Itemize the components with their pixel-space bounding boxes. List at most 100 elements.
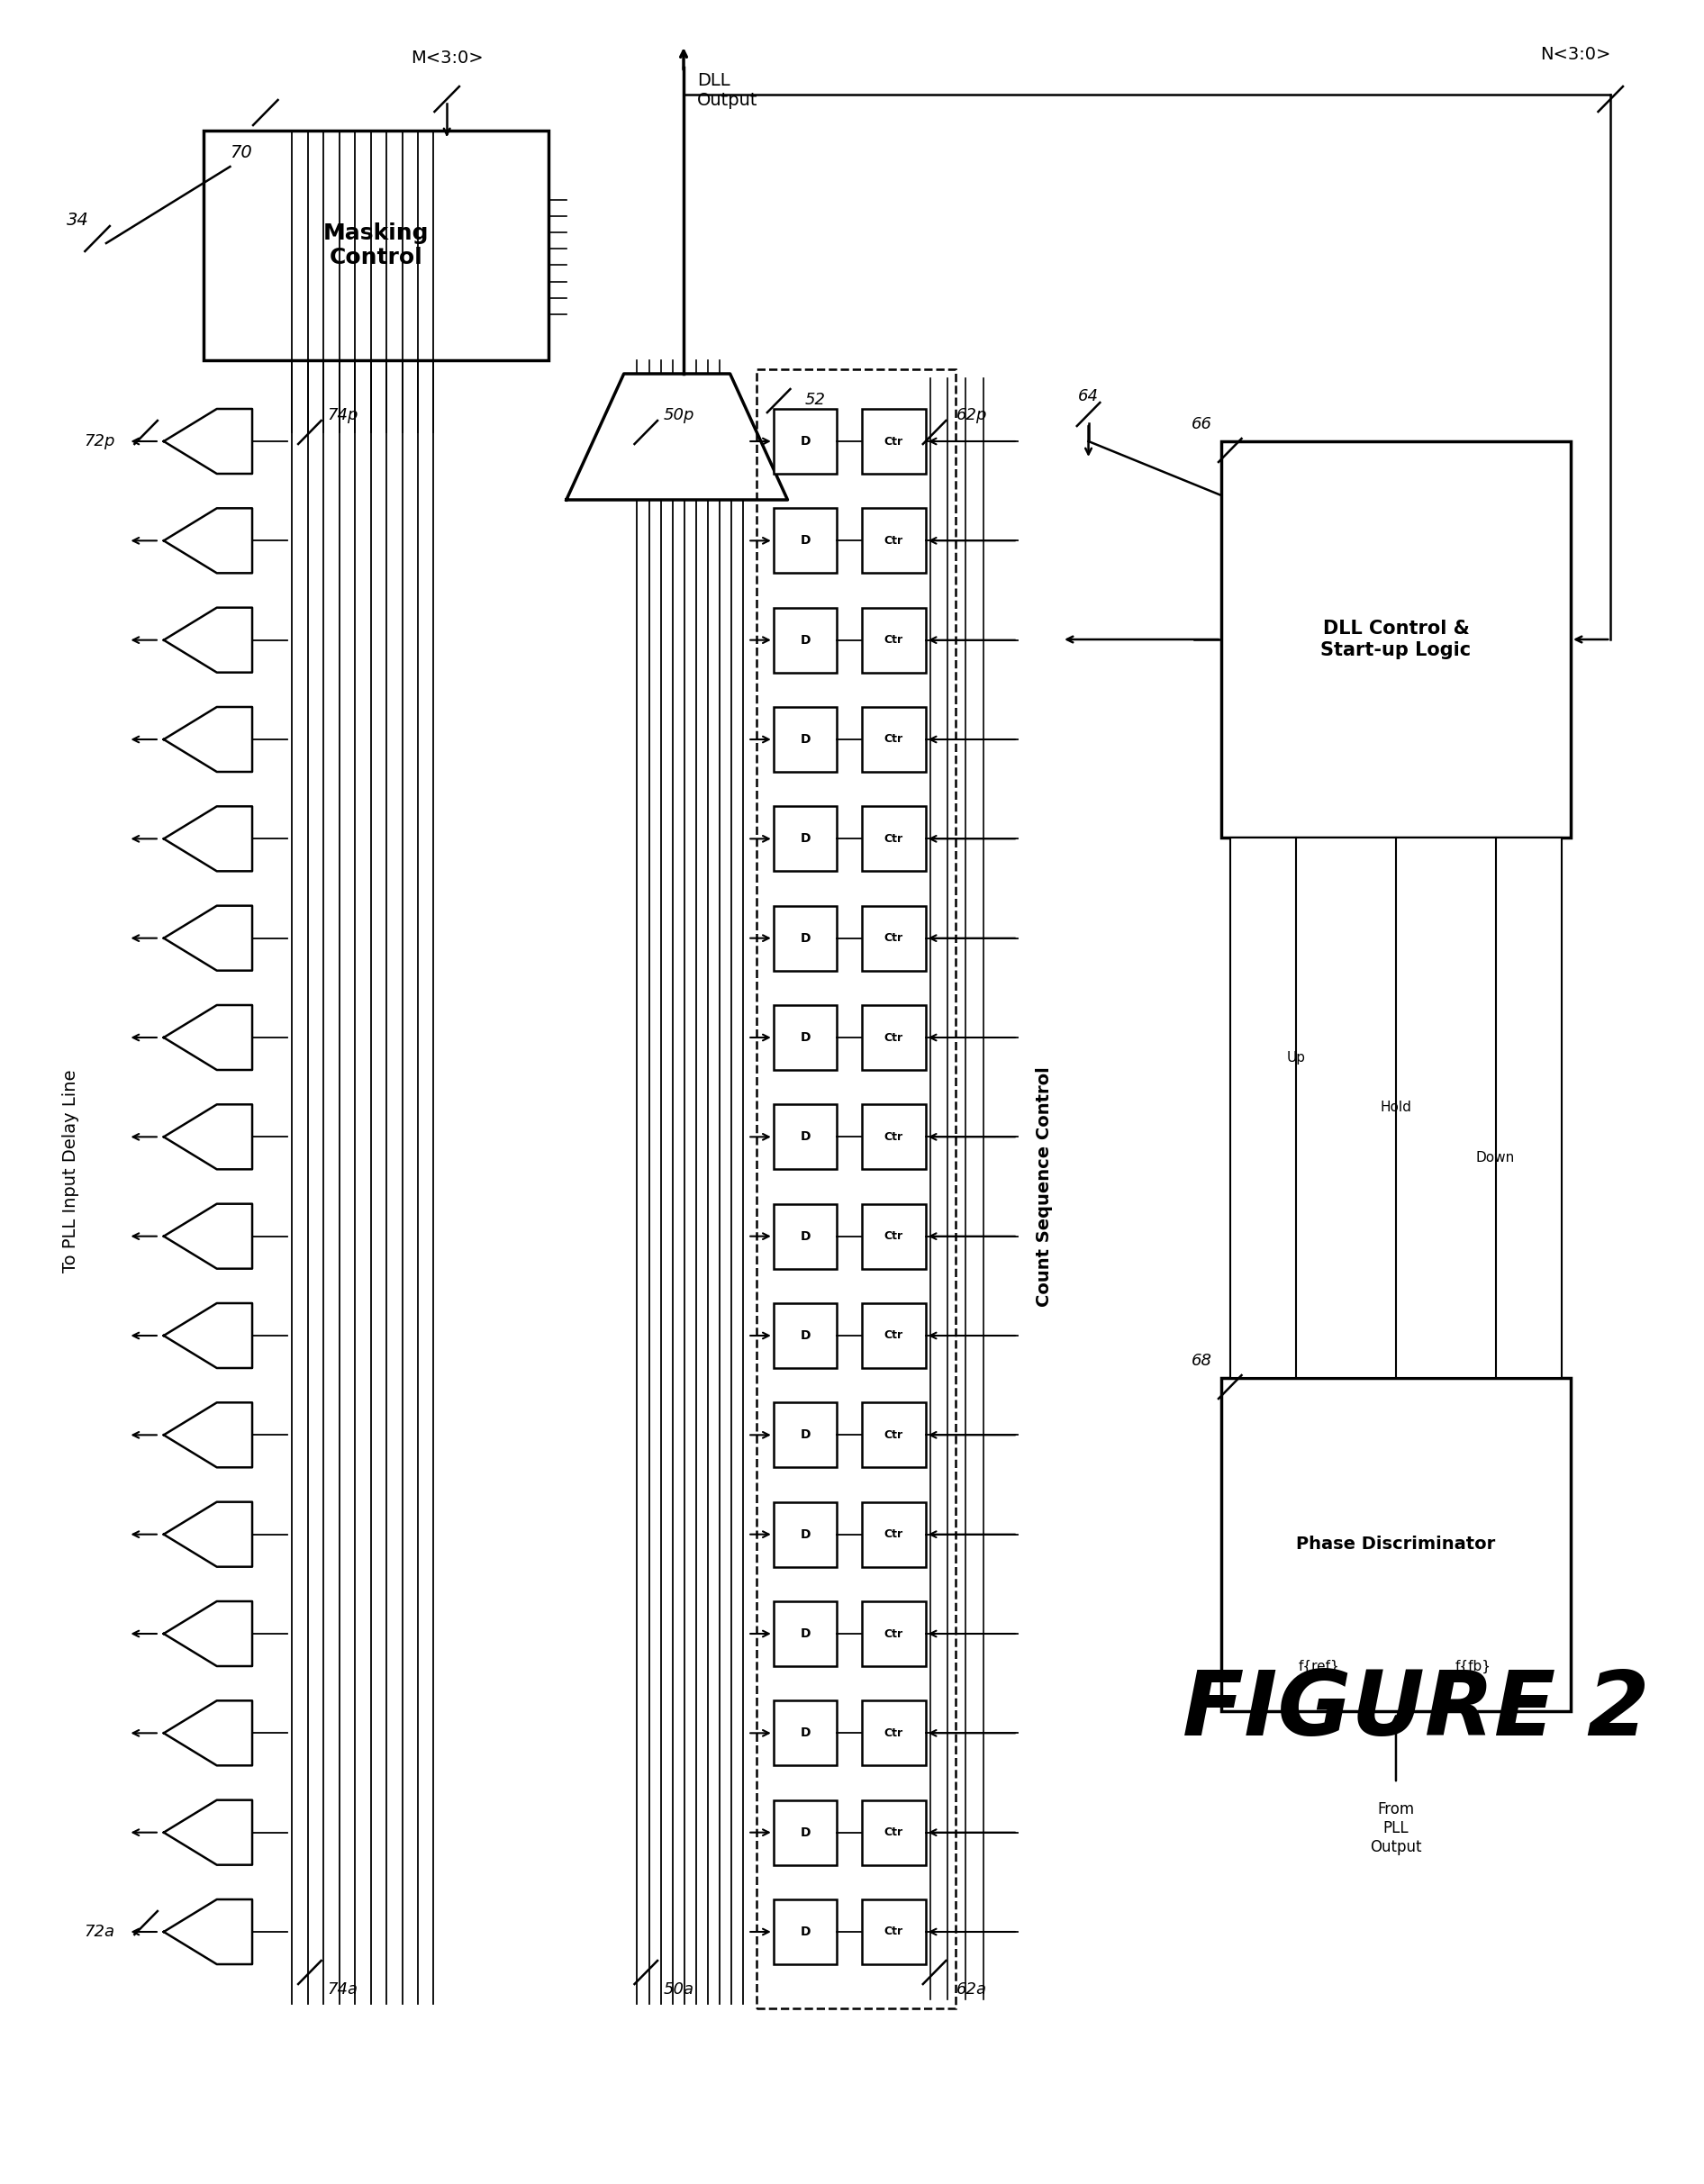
Bar [774, 1304, 837, 1367]
Text: D: D [801, 535, 811, 546]
Polygon shape [164, 1203, 252, 1269]
Polygon shape [164, 1701, 252, 1765]
Polygon shape [566, 373, 787, 500]
Polygon shape [164, 509, 252, 572]
Text: Ctr: Ctr [884, 535, 903, 546]
Text: Ctr: Ctr [884, 1728, 903, 1738]
Text: 74p: 74p [327, 406, 358, 424]
Text: Count Sequence Control: Count Sequence Control [1036, 1066, 1053, 1306]
Polygon shape [164, 806, 252, 871]
Bar [862, 1402, 925, 1468]
Text: Ctr: Ctr [884, 1529, 903, 1540]
Text: 68: 68 [1191, 1352, 1212, 1369]
Text: Ctr: Ctr [884, 734, 903, 745]
Text: 70: 70 [230, 144, 252, 162]
Text: Ctr: Ctr [884, 1826, 903, 1839]
Text: M<3:0>: M<3:0> [411, 50, 484, 68]
Text: Ctr: Ctr [884, 1031, 903, 1044]
Text: From
PLL
Output: From PLL Output [1370, 1802, 1421, 1854]
Polygon shape [164, 607, 252, 673]
Bar [757, 369, 956, 2009]
Bar [774, 509, 837, 572]
Text: Down: Down [1476, 1151, 1515, 1164]
Bar [1222, 1378, 1571, 1712]
Text: D: D [801, 1529, 811, 1540]
Bar [774, 1402, 837, 1468]
Bar [774, 1203, 837, 1269]
Bar [774, 607, 837, 673]
Text: D: D [801, 1031, 811, 1044]
Text: D: D [801, 734, 811, 745]
Bar [862, 408, 925, 474]
Bar [862, 1601, 925, 1666]
Text: Ctr: Ctr [884, 832, 903, 845]
Text: D: D [801, 1627, 811, 1640]
Text: D: D [801, 832, 811, 845]
Text: 50p: 50p [663, 406, 695, 424]
Bar [862, 607, 925, 673]
Polygon shape [164, 906, 252, 970]
Polygon shape [164, 1005, 252, 1070]
Text: Ctr: Ctr [884, 435, 903, 448]
Polygon shape [164, 1601, 252, 1666]
Text: 72a: 72a [85, 1924, 116, 1939]
Bar [862, 1900, 925, 1963]
Text: D: D [801, 1131, 811, 1142]
Text: D: D [801, 1330, 811, 1341]
Bar [862, 906, 925, 970]
Text: Ctr: Ctr [884, 933, 903, 943]
Polygon shape [164, 708, 252, 771]
Bar [774, 708, 837, 771]
Bar [862, 1005, 925, 1070]
Bar [862, 806, 925, 871]
Text: f{fb}: f{fb} [1455, 1660, 1491, 1673]
Text: Ctr: Ctr [884, 1428, 903, 1441]
Polygon shape [164, 1304, 252, 1367]
Text: Hold: Hold [1380, 1101, 1411, 1114]
Text: D: D [801, 933, 811, 943]
Text: D: D [801, 1230, 811, 1243]
Bar [774, 1503, 837, 1566]
Polygon shape [164, 408, 252, 474]
Text: D: D [801, 633, 811, 646]
Bar [862, 1701, 925, 1765]
Bar [774, 1900, 837, 1963]
Text: DLL Control &
Start-up Logic: DLL Control & Start-up Logic [1321, 620, 1471, 660]
Text: D: D [801, 1826, 811, 1839]
Text: 64: 64 [1079, 389, 1099, 404]
Text: Phase Discriminator: Phase Discriminator [1297, 1535, 1496, 1553]
Text: 66: 66 [1191, 417, 1212, 432]
Text: DLL
Output: DLL Output [697, 72, 758, 109]
Bar [862, 1503, 925, 1566]
Bar [1222, 441, 1571, 839]
Polygon shape [164, 1800, 252, 1865]
Polygon shape [164, 1900, 252, 1963]
Bar [862, 509, 925, 572]
Text: Masking
Control: Masking Control [324, 223, 429, 269]
Text: Ctr: Ctr [884, 1926, 903, 1937]
Text: N<3:0>: N<3:0> [1540, 46, 1610, 63]
Text: 34: 34 [66, 212, 89, 229]
Bar [1230, 839, 1563, 1378]
Bar [774, 1601, 837, 1666]
Text: D: D [801, 1428, 811, 1441]
Text: Ctr: Ctr [884, 1131, 903, 1142]
Bar [774, 1800, 837, 1865]
Text: 50a: 50a [663, 1981, 694, 1998]
Bar [774, 1005, 837, 1070]
Polygon shape [164, 1402, 252, 1468]
Text: Up: Up [1287, 1051, 1305, 1066]
Bar [774, 1105, 837, 1168]
Text: D: D [801, 435, 811, 448]
Text: Ctr: Ctr [884, 1330, 903, 1341]
Polygon shape [164, 1503, 252, 1566]
Text: 72p: 72p [83, 432, 116, 450]
Text: Ctr: Ctr [884, 1230, 903, 1243]
Bar [774, 906, 837, 970]
Bar [862, 708, 925, 771]
Text: D: D [801, 1926, 811, 1937]
Text: 62a: 62a [956, 1981, 987, 1998]
Bar [774, 408, 837, 474]
Text: Ctr: Ctr [884, 1627, 903, 1640]
Bar [862, 1304, 925, 1367]
